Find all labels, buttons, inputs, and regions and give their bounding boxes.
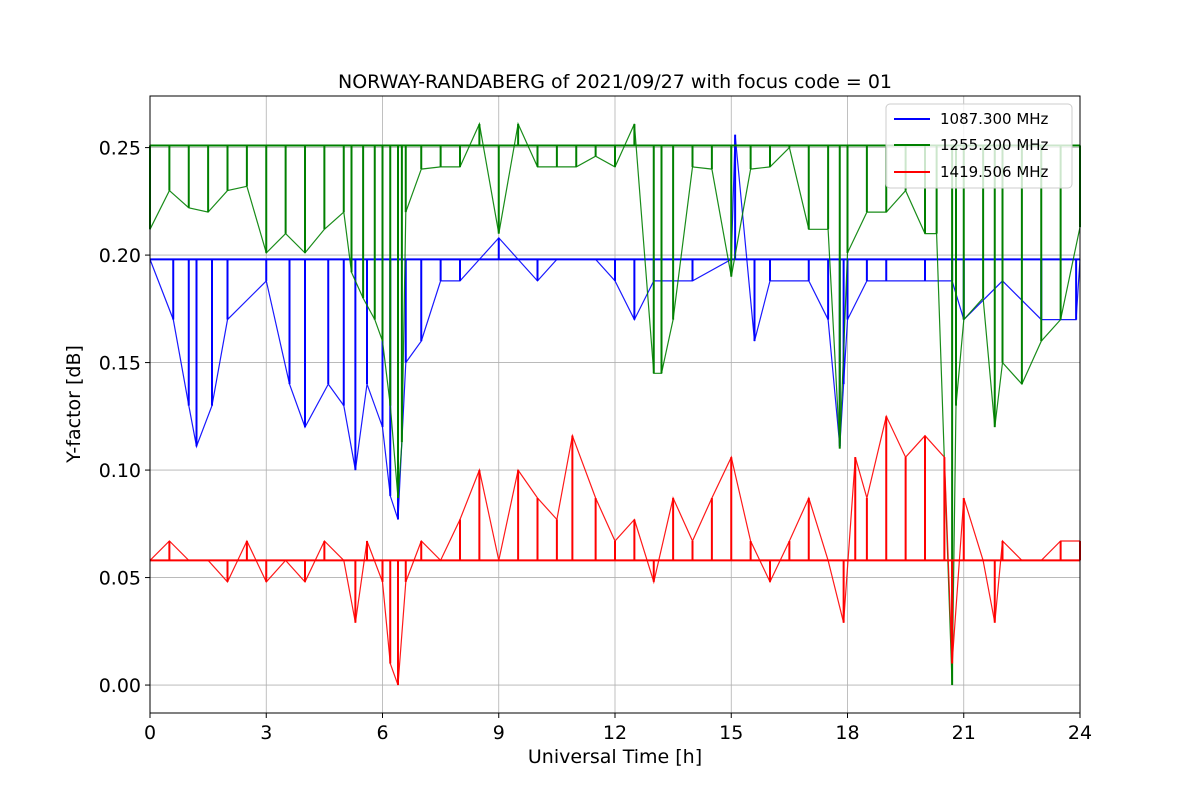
x-tick-label: 12 [603, 722, 627, 744]
y-tick-label: 0.20 [99, 245, 141, 267]
series-line [149, 121, 1081, 686]
x-axis-label: Universal Time [h] [528, 746, 702, 768]
x-tick-label: 18 [835, 722, 859, 744]
y-tick-label: 0.00 [99, 675, 141, 697]
y-tick-label: 0.05 [99, 568, 141, 590]
y-tick-label: 0.10 [99, 460, 141, 482]
legend-label-1255-mhz: 1255.200 MHz [940, 136, 1049, 154]
series-3 [149, 414, 1081, 686]
x-tick-label: 24 [1068, 722, 1092, 744]
x-tick-label: 3 [260, 722, 272, 744]
axis-ticks: 0 3 6 9 12 15 18 21 24 0.00 0.05 0.10 0.15 0.20 0.25 [99, 138, 1092, 744]
y-axis-label: Y-factor [dB] [63, 345, 85, 464]
x-tick-label: 15 [719, 722, 743, 744]
x-tick-label: 21 [952, 722, 976, 744]
legend-box [885, 103, 1073, 189]
series-line [149, 414, 1080, 686]
legend-label-1087-mhz: 1087.300 MHz [940, 110, 1049, 128]
series-1 [149, 134, 1081, 520]
x-tick-label: 6 [376, 722, 388, 744]
legend: 1087.300 MHz 1255.200 MHz 1419.506 MHz [885, 103, 1073, 189]
chart-title: NORWAY-RANDABERG of 2021/09/27 with focu… [338, 71, 892, 93]
x-tick-label: 9 [493, 722, 505, 744]
x-tick-label: 0 [144, 722, 156, 744]
legend-label-1419-mhz: 1419.506 MHz [940, 163, 1049, 181]
series-line [149, 134, 1081, 520]
y-tick-label: 0.25 [99, 138, 141, 160]
y-tick-label: 0.15 [99, 353, 141, 375]
